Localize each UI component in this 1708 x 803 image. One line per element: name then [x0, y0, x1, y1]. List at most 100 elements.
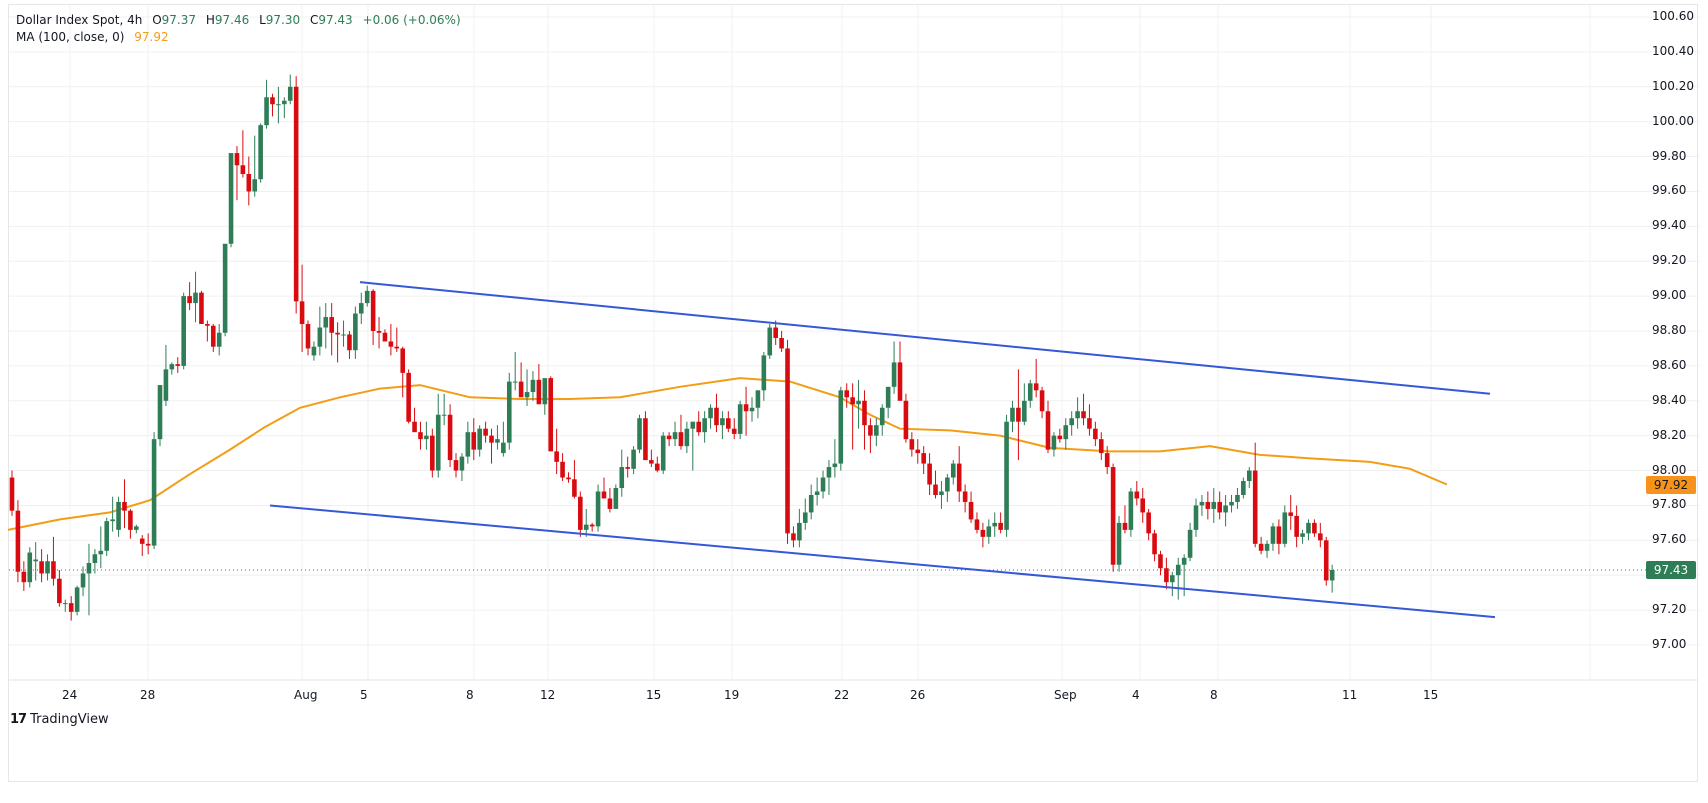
ma-indicator-label: MA (100, close, 0) [16, 30, 125, 44]
candle-body [39, 561, 44, 574]
candle-body [820, 477, 826, 492]
candle-body [874, 425, 879, 436]
candle-body [394, 346, 400, 349]
candle-body [1193, 505, 1199, 530]
legend-row-ma[interactable]: MA (100, close, 0) 97.92 [16, 29, 467, 46]
time-axis-label: 15 [1423, 688, 1439, 702]
chart-frame [8, 4, 1698, 782]
candle-body [737, 404, 743, 434]
candle-body [998, 522, 1003, 530]
candle-body [743, 404, 749, 412]
candle-body [1211, 501, 1217, 509]
candle-body [74, 587, 80, 612]
candle-body [619, 467, 625, 488]
candle-body [506, 381, 512, 443]
trendline-channel-upper [359, 281, 1491, 395]
ohlc-open: O97.37 [152, 13, 197, 27]
price-axis-label: 98.20 [1652, 427, 1687, 442]
candle-body [1045, 411, 1051, 450]
price-axis-label: 99.20 [1652, 253, 1687, 268]
candle-body [341, 334, 346, 336]
price-axis-label: 100.00 [1652, 113, 1694, 128]
candle-body [157, 385, 163, 440]
candle-body [921, 453, 926, 464]
price-axis-label: 97.60 [1652, 532, 1687, 547]
candle-body [607, 498, 613, 509]
candle-body [347, 334, 352, 351]
candle-body [915, 449, 921, 454]
candle-body [1081, 411, 1086, 419]
candle-body [1063, 425, 1069, 440]
candle-body [512, 381, 518, 383]
price-axis-label: 98.60 [1652, 357, 1687, 372]
candle-body [1300, 533, 1305, 537]
time-axis-label: Aug [294, 688, 318, 702]
candle-body [785, 348, 790, 534]
candle-body [128, 510, 133, 530]
candle-body [258, 125, 263, 180]
candle-body [684, 428, 690, 447]
candle-body [122, 501, 127, 511]
candle-body [927, 463, 932, 485]
candle-body [9, 477, 15, 511]
time-axis-label: 11 [1342, 688, 1358, 702]
candle-body [885, 386, 891, 408]
candle-body [879, 407, 885, 426]
candle-body [1223, 505, 1228, 513]
candle-body [57, 578, 62, 604]
price-axis-label: 98.00 [1652, 462, 1687, 477]
candle-body [832, 463, 838, 468]
candle-body [1010, 407, 1015, 422]
candle-body [21, 571, 27, 583]
candle-body [169, 364, 175, 370]
price-axis-label: 100.20 [1652, 78, 1694, 93]
candle-body [406, 372, 411, 422]
candle-body [222, 243, 228, 333]
candle-body [1146, 512, 1151, 534]
candle-body [773, 327, 778, 338]
candle-body [252, 179, 258, 192]
time-axis-label: 19 [724, 688, 740, 702]
time-axis-label: 5 [360, 688, 368, 702]
candle-body [945, 477, 950, 492]
candle-body [903, 400, 909, 440]
candle-body [1205, 501, 1211, 509]
candle-body [299, 301, 305, 325]
candle-body [702, 418, 707, 433]
candle-body [909, 439, 915, 450]
candle-body [1306, 522, 1311, 534]
candle-body [601, 491, 607, 499]
candle-body [92, 554, 98, 564]
candle-body [1140, 498, 1146, 513]
candle-body [548, 378, 554, 452]
candle-body [1235, 494, 1240, 502]
candle-body [1116, 522, 1122, 565]
candle-body [430, 435, 435, 471]
candle-body [33, 559, 38, 562]
candle-body [80, 573, 86, 588]
candle-body [897, 362, 903, 401]
candle-body [530, 379, 536, 393]
candle-body [791, 533, 796, 541]
candle-body [175, 364, 181, 366]
tradingview-logo[interactable]: 17 TradingView [10, 712, 109, 727]
candle-body [1187, 529, 1193, 558]
candle-body [353, 313, 358, 351]
candle-body [234, 153, 240, 166]
candle-body [980, 529, 986, 537]
candle-body [1122, 522, 1128, 530]
candle-body [459, 456, 465, 471]
trendline-channel-lower [269, 504, 1496, 619]
candle-body [199, 292, 204, 325]
candle-body [418, 432, 423, 440]
price-axis-label: 99.80 [1652, 148, 1687, 163]
candle-body [1246, 470, 1252, 482]
candle-body [98, 550, 104, 555]
symbol-name: Dollar Index Spot, 4h [16, 13, 143, 27]
legend-row-symbol: Dollar Index Spot, 4h O97.37 H97.46 L97.… [16, 12, 467, 29]
candle-body [844, 390, 850, 398]
candle-body [441, 414, 447, 416]
time-axis-label: 12 [540, 688, 556, 702]
candle-body [1027, 383, 1033, 401]
